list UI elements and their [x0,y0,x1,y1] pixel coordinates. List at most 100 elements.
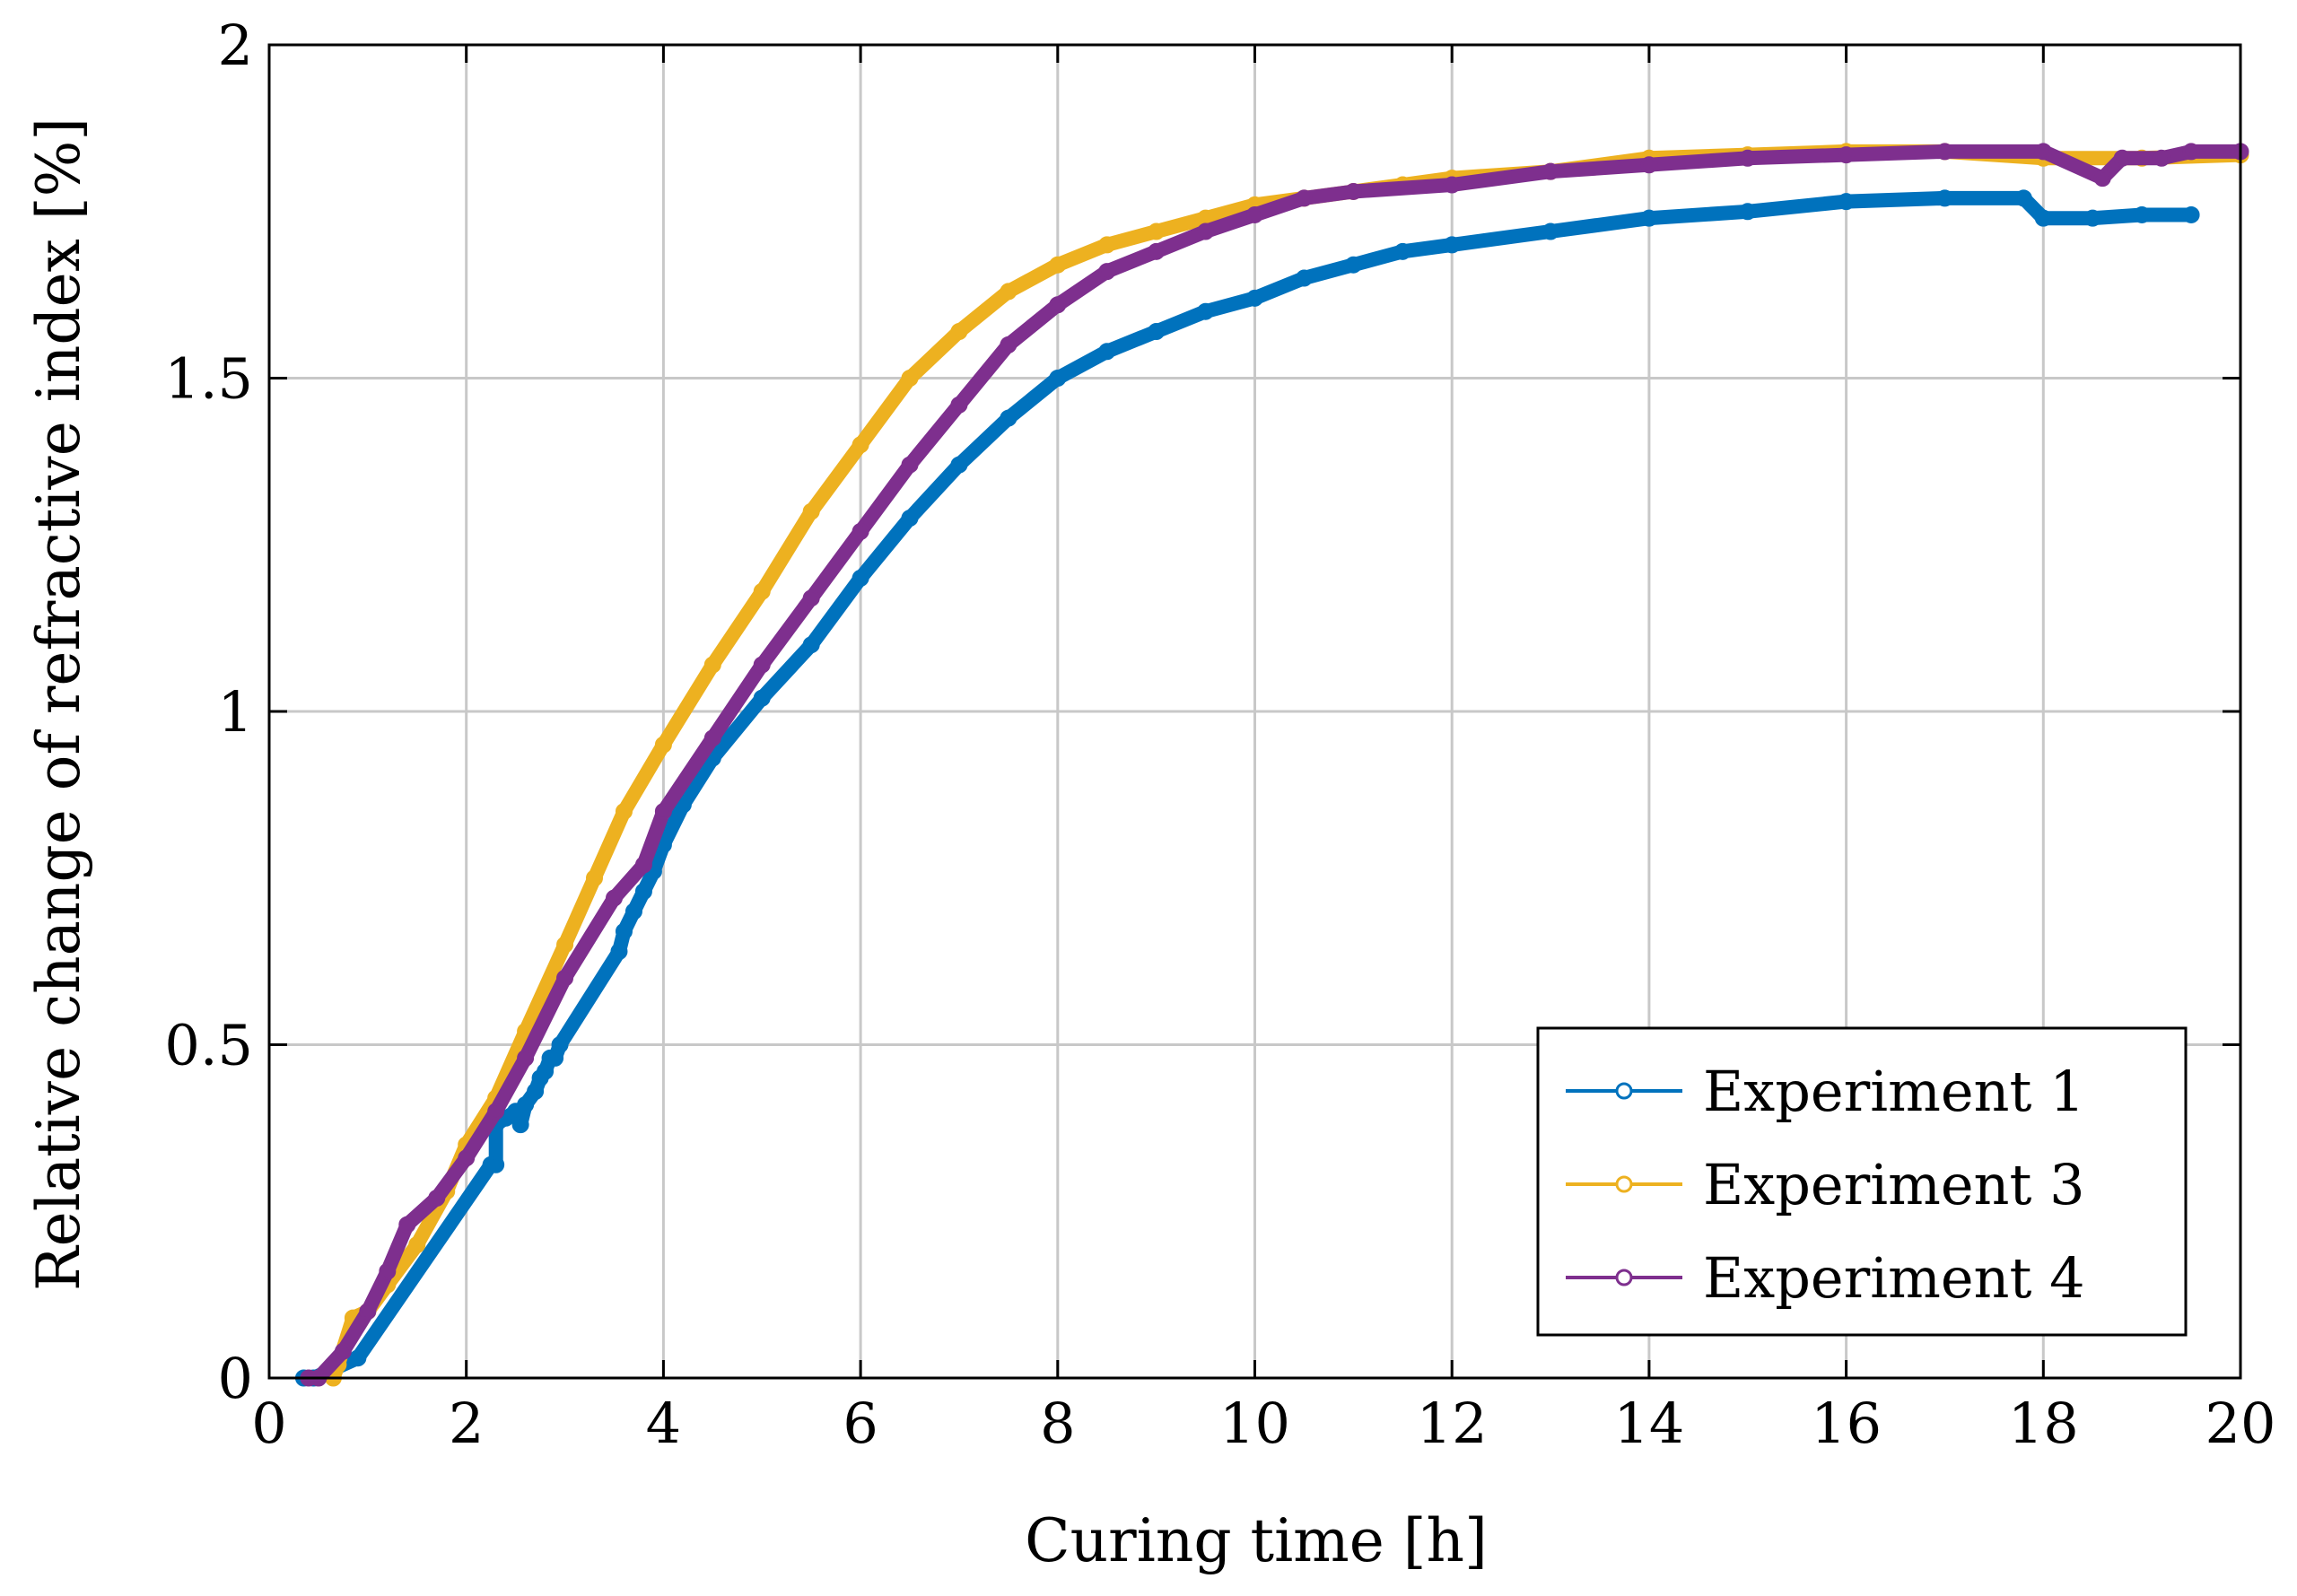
data-point [615,802,633,820]
legend-marker [1615,1269,1633,1286]
data-point [2182,143,2200,161]
data-point [1739,203,1757,221]
legend-marker [1615,1082,1633,1100]
data-point [2113,149,2131,167]
data-point [634,856,652,874]
data-point [703,656,721,674]
data-point [1344,256,1362,274]
data-point [1838,193,1856,211]
series-1 [294,189,2200,1387]
legend-item: Experiment 4 [1566,1245,2085,1311]
data-point [1295,269,1313,287]
data-point [901,456,919,474]
data-point [1443,236,1461,254]
data-point [615,922,633,940]
y-tick-label: 1.5 [164,346,253,412]
data-point [2083,209,2101,227]
data-point [2014,189,2032,207]
x-tick-label: 8 [1040,1391,1075,1456]
data-point [541,1049,559,1067]
data-point [511,1116,529,1134]
legend-marker [1615,1175,1633,1193]
data-point [2034,143,2052,161]
y-tick-label: 0 [218,1346,253,1411]
data-point [654,802,672,820]
data-point [482,1156,500,1173]
series-3 [300,143,2249,1387]
data-point [408,1235,426,1253]
data-point [428,1189,446,1207]
y-tick-label: 2 [218,13,253,78]
y-axis-title: Relative change of refractive index [%] [24,118,93,1291]
series-trace [296,190,2199,1385]
data-point [1049,296,1067,314]
data-point [1739,149,1757,167]
x-tick-label: 20 [2205,1391,2276,1456]
x-tick-label: 18 [2008,1391,2079,1456]
data-point [398,1216,416,1234]
data-point [2153,149,2170,167]
legend-box [1536,1026,2188,1337]
data-point [517,1095,535,1113]
data-point [1000,283,1017,301]
legend-label: Experiment 4 [1703,1245,2085,1311]
data-point [1344,182,1362,200]
data-point [950,456,968,474]
data-point [1197,302,1215,320]
data-point [487,1156,505,1173]
data-point [2034,209,2052,227]
data-point [1098,236,1116,254]
legend-label: Experiment 3 [1703,1152,2085,1217]
y-tick-label: 1 [218,679,253,745]
data-point [551,1036,569,1053]
data-point [1098,343,1116,361]
data-point [753,582,771,600]
data-point [852,569,869,587]
data-point [634,883,652,901]
x-tick-label: 6 [843,1391,878,1456]
ticks [267,43,2242,1380]
legend-label: Experiment 1 [1703,1059,2085,1124]
data-point [950,322,968,340]
data-point [1443,176,1461,194]
data-point [1049,256,1067,274]
data-point [605,889,623,907]
x-tick-label: 0 [251,1391,286,1456]
data-point [753,656,771,674]
series-trace [301,144,2248,1385]
data-point [802,502,820,520]
data-point [1000,336,1017,353]
data-point [2133,205,2151,223]
data-point [1393,242,1411,260]
x-tick-label: 2 [449,1391,484,1456]
data-point [1640,209,1658,227]
data-point [703,729,721,747]
data-point [1000,409,1017,427]
series-layer [294,143,2249,1387]
legend-item: Experiment 1 [1566,1059,2085,1124]
data-point [1246,205,1263,223]
data-point [517,1049,535,1067]
data-point [1838,146,1856,164]
data-point [1295,189,1313,207]
data-point [1148,222,1166,240]
data-point [624,903,642,920]
data-point [1148,242,1166,260]
data-point [349,1349,367,1367]
data-point [802,589,820,607]
x-tick-label: 4 [646,1391,681,1456]
data-point [654,736,672,754]
data-point [2182,205,2200,223]
x-tick-label: 10 [1219,1391,1290,1456]
data-point [901,370,919,387]
data-point [802,636,820,654]
data-point [1197,222,1215,240]
data-point [1542,222,1559,240]
data-point [1542,162,1559,180]
data-point [2093,170,2111,188]
data-point [852,522,869,540]
data-point [1098,263,1116,281]
data-point [586,869,604,887]
data-point [487,1103,505,1121]
